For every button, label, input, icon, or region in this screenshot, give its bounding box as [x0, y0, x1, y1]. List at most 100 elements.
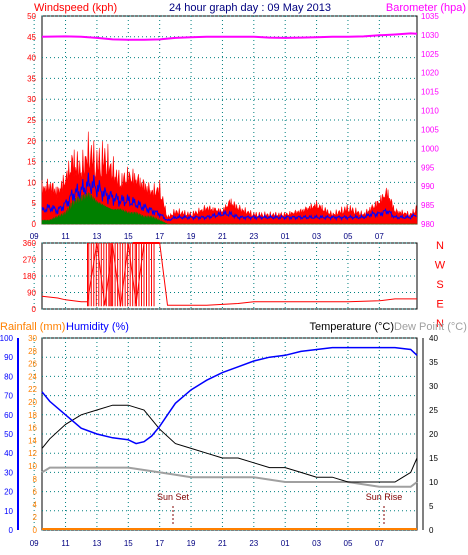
humidity-y-tick-label: 10: [4, 507, 13, 516]
baro-y-tick-label: 990: [421, 182, 435, 191]
rainfall-label: Rainfall (mm): [0, 321, 65, 333]
wind-y-tick-label: 30: [27, 95, 36, 104]
rainfall-y-tick-label: 4: [33, 500, 38, 509]
temperature-y-tick-label: 30: [429, 382, 438, 391]
compass-label: S: [436, 279, 443, 291]
baro-y-tick-label: 985: [421, 201, 435, 210]
x-tick-label-top: 17: [155, 232, 164, 241]
dewpoint-label: Dew Point (°C): [394, 321, 467, 333]
temperature-y-tick-label: 10: [429, 478, 438, 487]
temperature-y-tick-label: 0: [429, 526, 434, 535]
x-tick-label-bottom: 23: [249, 539, 258, 548]
chart-title: 24 hour graph day : 09 May 2013: [169, 2, 331, 14]
barometer-label: Barometer (hpa): [386, 2, 466, 14]
rainfall-y-tick-label: 26: [28, 360, 37, 369]
x-tick-label-top: 01: [281, 232, 290, 241]
rainfall-y-tick-label: 24: [28, 372, 37, 381]
baro-y-tick-label: 1015: [421, 88, 439, 97]
rainfall-y-tick-label: 28: [28, 347, 37, 356]
rainfall-y-tick-label: 14: [28, 436, 37, 445]
baro-y-tick-label: 1005: [421, 125, 439, 134]
baro-y-tick-label: 1030: [421, 31, 439, 40]
humidity-y-tick-label: 0: [9, 526, 14, 535]
rainfall-y-tick-label: 18: [28, 411, 37, 420]
compass-label: E: [436, 299, 443, 311]
wind-y-tick-label: 50: [27, 12, 36, 21]
x-tick-label-top: 03: [312, 232, 321, 241]
humidity-y-tick-label: 100: [0, 334, 14, 343]
x-tick-label-top: 19: [187, 232, 196, 241]
wind-y-tick-label: 20: [27, 137, 36, 146]
temperature-label: Temperature (°C): [310, 321, 394, 333]
baro-y-tick-label: 1020: [421, 69, 439, 78]
x-tick-label-bottom: 15: [124, 539, 133, 548]
x-tick-label-bottom: 21: [218, 539, 227, 548]
humidity-y-tick-label: 30: [4, 468, 13, 477]
x-tick-label-bottom: 07: [375, 539, 384, 548]
lull-series-area: [41, 192, 417, 225]
rainfall-y-tick-label: 12: [28, 449, 37, 458]
x-tick-label-bottom: 09: [30, 539, 39, 548]
temperature-series-line: [41, 404, 418, 483]
rainfall-y-tick-label: 10: [28, 462, 37, 471]
x-tick-label-bottom: 11: [61, 539, 70, 548]
x-tick-label-top: 21: [218, 232, 227, 241]
wind-y-tick-label: 10: [27, 178, 36, 187]
compass-label: W: [435, 260, 446, 272]
direction-y-tick-label: 360: [23, 239, 37, 248]
baro-y-tick-label: 1035: [421, 12, 439, 21]
humidity-y-tick-label: 90: [4, 353, 13, 362]
x-tick-label-top: 09: [30, 232, 39, 241]
compass-label: N: [436, 240, 444, 252]
x-tick-label-top: 13: [92, 232, 101, 241]
temperature-y-tick-label: 40: [429, 334, 438, 343]
humidity-series-line: [41, 346, 418, 445]
x-tick-label-bottom: 03: [312, 539, 321, 548]
direction-y-tick-label: 270: [23, 256, 37, 265]
compass-label: N: [436, 318, 444, 330]
x-tick-label-bottom: 05: [344, 539, 353, 548]
baro-y-tick-label: 1000: [421, 144, 439, 153]
baro-y-tick-label: 995: [421, 163, 435, 172]
direction-y-tick-label: 0: [32, 305, 37, 314]
x-tick-label-bottom: 01: [281, 539, 290, 548]
humidity-label: Humidity (%): [66, 321, 129, 333]
baro-y-tick-label: 980: [421, 220, 435, 229]
humidity-y-tick-label: 80: [4, 372, 13, 381]
baro-y-tick-label: 1025: [421, 50, 439, 59]
wind-y-tick-label: 40: [27, 54, 36, 63]
barometer-series-line: [41, 32, 418, 41]
x-tick-label-bottom: 19: [187, 539, 196, 548]
temperature-y-tick-label: 20: [429, 430, 438, 439]
humidity-y-tick-label: 60: [4, 411, 13, 420]
temperature-y-tick-label: 35: [429, 358, 438, 367]
rainfall-y-tick-label: 6: [33, 488, 38, 497]
rainfall-y-tick-label: 30: [28, 334, 37, 343]
x-tick-label-top: 15: [124, 232, 133, 241]
rainfall-y-tick-label: 16: [28, 424, 37, 433]
dewpoint-series-line: [41, 466, 418, 488]
rainfall-y-tick-label: 22: [28, 385, 37, 394]
humidity-y-tick-label: 20: [4, 488, 13, 497]
direction-y-tick-label: 180: [23, 272, 37, 281]
windspeed-label: Windspeed (kph): [34, 2, 117, 14]
baro-y-tick-label: 1010: [421, 107, 439, 116]
rainfall-y-tick-label: 20: [28, 398, 37, 407]
temperature-y-tick-label: 15: [429, 454, 438, 463]
wind-y-tick-label: 45: [27, 33, 36, 42]
x-tick-label-top: 05: [344, 232, 353, 241]
rainfall-y-tick-label: 2: [33, 513, 38, 522]
x-tick-label-top: 07: [375, 232, 384, 241]
x-tick-label-top: 11: [61, 232, 70, 241]
x-tick-label-bottom: 17: [155, 539, 164, 548]
wind-y-tick-label: 25: [27, 116, 36, 125]
wind-y-tick-label: 5: [32, 199, 37, 208]
data-layer: [17, 32, 424, 530]
rainfall-y-tick-label: 0: [33, 526, 38, 535]
average-wind-series-line: [41, 172, 417, 222]
humidity-y-tick-label: 50: [4, 430, 13, 439]
humidity-y-tick-label: 70: [4, 392, 13, 401]
gust-series-area: [41, 131, 418, 225]
tick-layer: 0510152025303540455098098599099510001005…: [0, 12, 446, 548]
